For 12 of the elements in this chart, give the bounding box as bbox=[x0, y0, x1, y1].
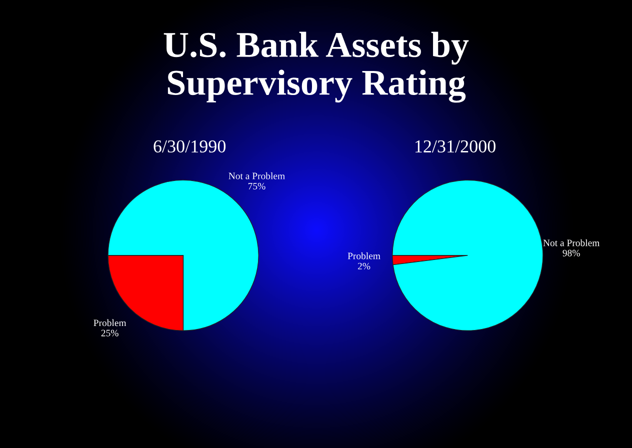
slice-label: Not a Problem bbox=[228, 172, 285, 180]
chart-subtitle: 12/31/2000 bbox=[416, 140, 496, 152]
data-label: 75% bbox=[248, 182, 266, 190]
pie-slice bbox=[392, 180, 544, 331]
slice-label: Problem bbox=[348, 252, 380, 260]
chart-title: U.S. Bank Assets by Supervisory Rating bbox=[164, 32, 469, 103]
data-label: 25% bbox=[101, 330, 118, 336]
slice-label: Problem bbox=[94, 319, 126, 326]
chart-subtitle: 6/30/1990 bbox=[154, 140, 226, 152]
data-label: 98% bbox=[562, 250, 580, 256]
data-label: 2% bbox=[358, 262, 370, 270]
slice-label: Not a Problem bbox=[543, 239, 600, 246]
